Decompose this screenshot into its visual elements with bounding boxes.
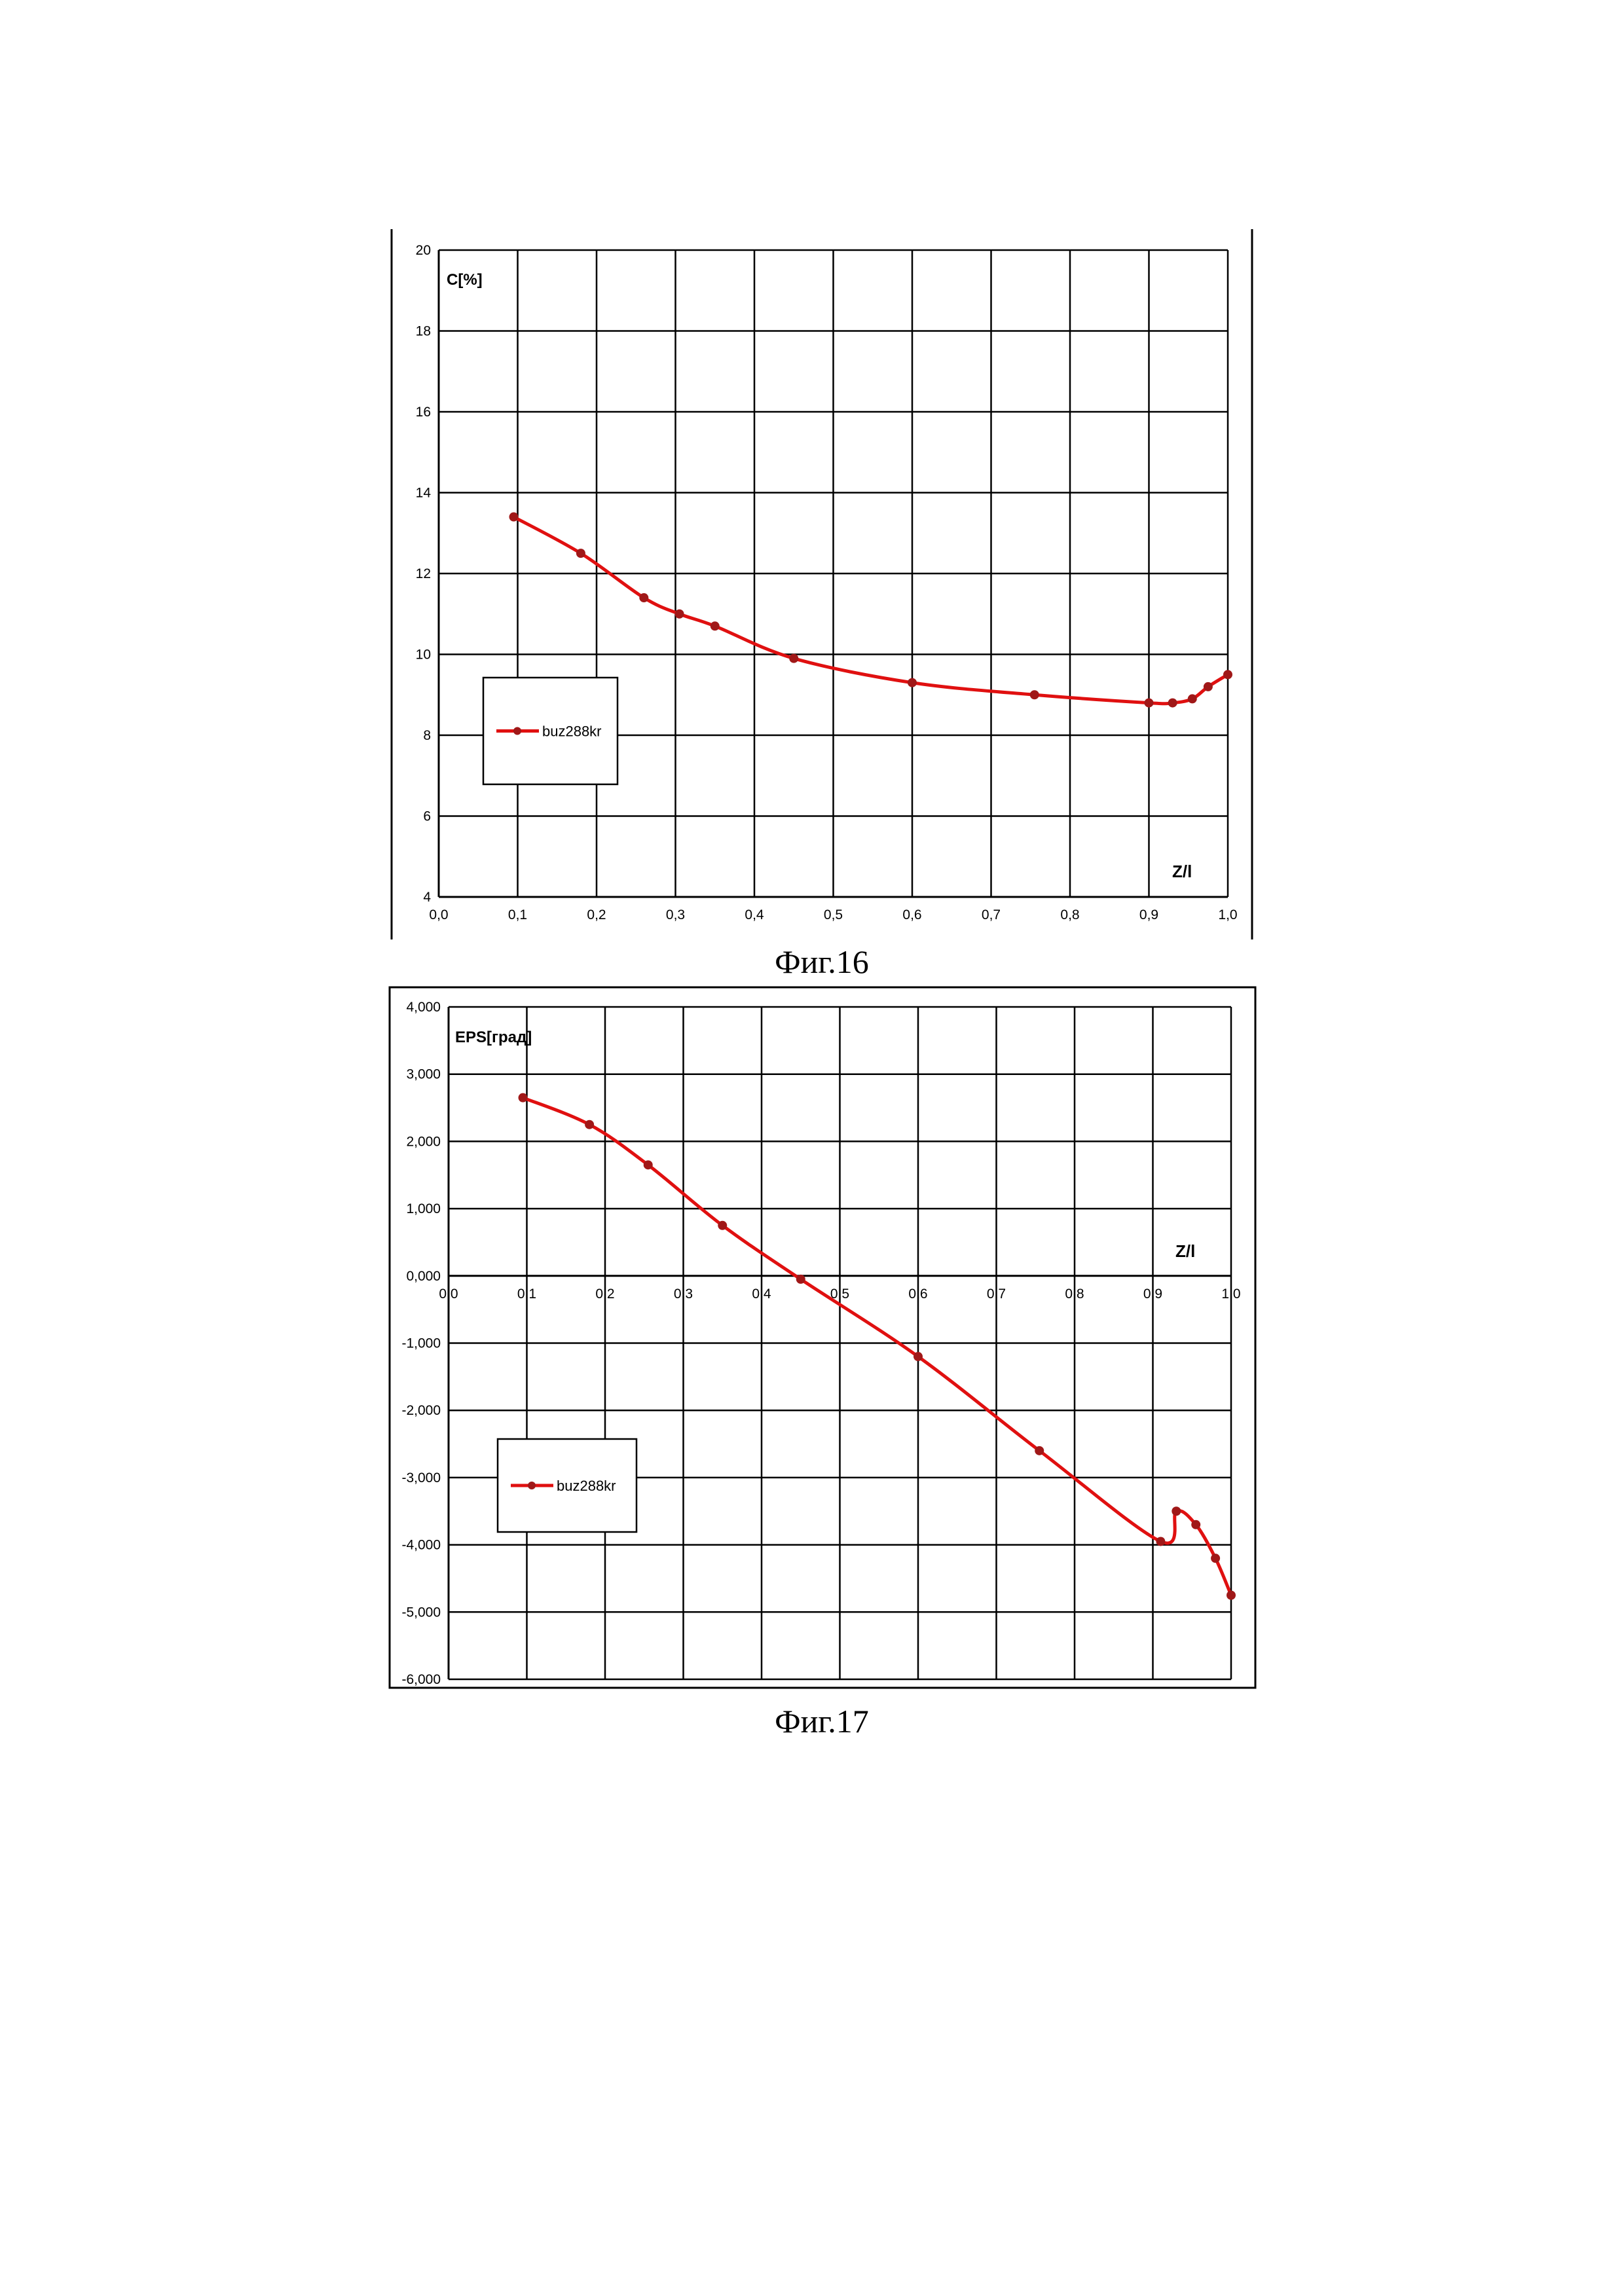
x-tick-label: 0,2 bbox=[587, 907, 606, 922]
x-tick-label: 0,7 bbox=[982, 907, 1001, 922]
data-point bbox=[718, 1220, 728, 1230]
y-tick-label: -3,000 bbox=[401, 1470, 441, 1485]
figure-16-chart: 0,0 0,1 0,2 0,3 0,4 0,5 0,6 0,7 0,8 0,9 1,0 4 6 8 10 12… bbox=[390, 229, 1253, 939]
y-tick-label: 14 bbox=[416, 486, 432, 501]
data-point bbox=[585, 1120, 595, 1129]
x-tick-label: 0,9 bbox=[1143, 1286, 1162, 1302]
figure-17-caption: Фиг.17 bbox=[775, 1703, 869, 1740]
legend-marker bbox=[513, 727, 521, 735]
data-point bbox=[789, 653, 799, 663]
data-point bbox=[518, 1093, 528, 1102]
data-point bbox=[908, 678, 917, 687]
x-tick-label: 0,2 bbox=[595, 1286, 614, 1302]
y-tick-label: 2,000 bbox=[406, 1134, 441, 1149]
x-tick-label: 0,0 bbox=[429, 907, 448, 922]
y-tick-label: -1,000 bbox=[401, 1336, 441, 1351]
data-point bbox=[1223, 670, 1232, 680]
y-tick-label: -6,000 bbox=[401, 1672, 441, 1687]
x-tick-label: 0,6 bbox=[908, 1286, 927, 1302]
x-tick-label: 0,8 bbox=[1065, 1286, 1084, 1302]
data-point bbox=[1191, 1520, 1201, 1529]
y-tick-label: 4 bbox=[423, 890, 431, 905]
y-tick-label: 18 bbox=[416, 324, 431, 339]
x-tick-label: 0,5 bbox=[824, 907, 843, 922]
legend-label: buz288kr bbox=[542, 723, 602, 740]
y-axis-label: C[%] bbox=[447, 271, 483, 289]
data-point bbox=[1144, 698, 1154, 708]
data-point bbox=[509, 512, 519, 522]
y-axis-label: EPS[град] bbox=[455, 1029, 532, 1046]
y-tick-label: 10 bbox=[416, 647, 431, 663]
y-tick-label: 6 bbox=[423, 809, 431, 824]
chart-frame bbox=[388, 986, 1257, 1689]
y-tick-label: 3,000 bbox=[406, 1067, 441, 1082]
x-tick-label: 1,0 bbox=[1221, 1286, 1240, 1302]
legend-label: buz288kr bbox=[557, 1478, 616, 1494]
x-tick-label: 0,1 bbox=[517, 1286, 536, 1302]
x-tick-label: 0,4 bbox=[752, 1286, 771, 1302]
x-tick-label: 0,8 bbox=[1060, 907, 1079, 922]
legend-marker bbox=[528, 1482, 536, 1489]
x-tick-label: 0,3 bbox=[666, 907, 685, 922]
data-point bbox=[674, 609, 684, 619]
y-tick-label: 16 bbox=[416, 405, 431, 420]
x-tick-label: 0,1 bbox=[508, 907, 527, 922]
x-tick-label: 0,6 bbox=[902, 907, 921, 922]
y-tick-label: 1,000 bbox=[406, 1201, 441, 1216]
data-point bbox=[1211, 1554, 1221, 1563]
data-point bbox=[1168, 698, 1177, 708]
x-tick-label: 0,7 bbox=[987, 1286, 1006, 1302]
figure-16-caption: Фиг.16 bbox=[775, 943, 869, 980]
x-tick-label: 0,0 bbox=[439, 1286, 458, 1302]
y-tick-label: -5,000 bbox=[401, 1605, 441, 1620]
series-line bbox=[513, 515, 1229, 706]
x-tick-label: 0,5 bbox=[830, 1286, 849, 1302]
x-tick-label: 0,9 bbox=[1139, 907, 1158, 922]
data-point bbox=[1172, 1506, 1181, 1516]
data-point bbox=[576, 549, 585, 558]
y-tick-label: 12 bbox=[416, 566, 431, 581]
data-point bbox=[1227, 1590, 1236, 1600]
x-tick-label: 0,3 bbox=[674, 1286, 693, 1302]
y-tick-label: 8 bbox=[423, 728, 431, 743]
y-tick-label: -2,000 bbox=[401, 1403, 441, 1418]
data-point bbox=[1203, 682, 1213, 691]
y-tick-label: 4,000 bbox=[406, 1000, 441, 1015]
y-tick-label: -4,000 bbox=[401, 1538, 441, 1553]
y-tick-label: 20 bbox=[416, 243, 431, 258]
x-axis-label: Z/l bbox=[1175, 1241, 1195, 1261]
data-point bbox=[710, 621, 720, 631]
data-point bbox=[1156, 1537, 1166, 1546]
data-point bbox=[796, 1274, 805, 1284]
data-point bbox=[643, 1160, 653, 1170]
x-axis-label: Z/l bbox=[1172, 862, 1192, 881]
data-point bbox=[913, 1352, 923, 1362]
data-point bbox=[639, 593, 649, 603]
data-point bbox=[1187, 694, 1197, 704]
x-tick-label: 1,0 bbox=[1218, 907, 1237, 922]
x-tick-label: 0,4 bbox=[745, 907, 764, 922]
y-tick-label: 0,000 bbox=[406, 1269, 441, 1284]
figure-17-chart: 0,0 0,1 0,2 0,3 0,4 0,5 0,6 0,7 0,8 0,9 1,0 4,000 3,… bbox=[388, 986, 1257, 1689]
data-point bbox=[1029, 690, 1039, 700]
data-point bbox=[1035, 1446, 1044, 1455]
